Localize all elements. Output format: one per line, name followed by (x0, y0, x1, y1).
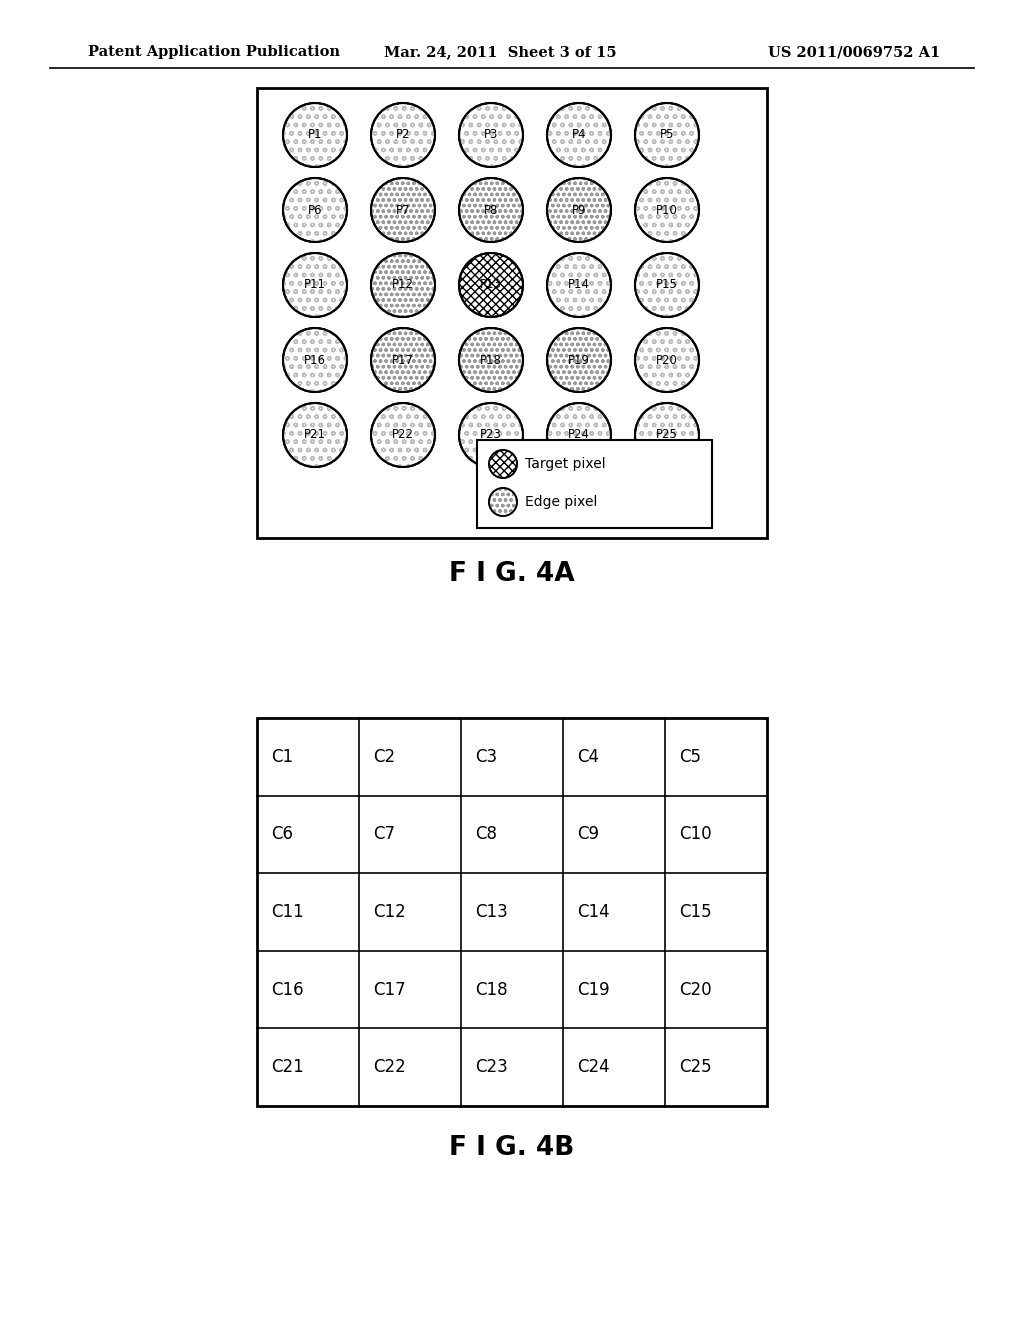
Text: C17: C17 (373, 981, 406, 999)
Circle shape (459, 178, 523, 242)
Circle shape (489, 450, 517, 478)
Text: P22: P22 (392, 429, 414, 441)
Circle shape (371, 103, 435, 168)
Text: C10: C10 (679, 825, 712, 843)
Circle shape (371, 178, 435, 242)
Text: C12: C12 (373, 903, 406, 921)
Text: C14: C14 (577, 903, 609, 921)
Text: P4: P4 (571, 128, 587, 141)
Text: C3: C3 (475, 748, 497, 766)
Text: C6: C6 (271, 825, 293, 843)
Circle shape (459, 327, 523, 392)
Text: P2: P2 (395, 128, 411, 141)
Circle shape (371, 327, 435, 392)
Text: P24: P24 (568, 429, 590, 441)
Text: C4: C4 (577, 748, 599, 766)
Circle shape (283, 253, 347, 317)
Circle shape (283, 403, 347, 467)
Text: P18: P18 (480, 354, 502, 367)
Text: P3: P3 (483, 128, 499, 141)
Text: C15: C15 (679, 903, 712, 921)
Text: C2: C2 (373, 748, 395, 766)
Bar (257, 718, 767, 1106)
Text: C19: C19 (577, 981, 609, 999)
Circle shape (371, 403, 435, 467)
Text: C7: C7 (373, 825, 395, 843)
Text: P14: P14 (568, 279, 590, 292)
Text: C25: C25 (679, 1059, 712, 1076)
Circle shape (459, 253, 523, 317)
Circle shape (283, 178, 347, 242)
Text: P1: P1 (308, 128, 323, 141)
Text: P17: P17 (392, 354, 414, 367)
Circle shape (635, 178, 699, 242)
Circle shape (371, 253, 435, 317)
Text: P12: P12 (392, 279, 414, 292)
Circle shape (283, 103, 347, 168)
Text: Patent Application Publication: Patent Application Publication (88, 45, 340, 59)
Bar (257, 88, 767, 539)
Circle shape (489, 488, 517, 516)
Text: F I G. 4A: F I G. 4A (450, 561, 574, 587)
Text: P20: P20 (656, 354, 678, 367)
Circle shape (459, 103, 523, 168)
Text: C24: C24 (577, 1059, 609, 1076)
Text: C1: C1 (271, 748, 293, 766)
Circle shape (547, 103, 611, 168)
Text: C22: C22 (373, 1059, 406, 1076)
Circle shape (547, 178, 611, 242)
Text: C16: C16 (271, 981, 304, 999)
Text: US 2011/0069752 A1: US 2011/0069752 A1 (768, 45, 940, 59)
Text: P19: P19 (568, 354, 590, 367)
Circle shape (283, 327, 347, 392)
Text: C5: C5 (679, 748, 701, 766)
Text: P16: P16 (304, 354, 326, 367)
Circle shape (459, 403, 523, 467)
Text: P7: P7 (395, 203, 411, 216)
Text: P23: P23 (480, 429, 502, 441)
Text: C13: C13 (475, 903, 508, 921)
Text: C21: C21 (271, 1059, 304, 1076)
Circle shape (635, 253, 699, 317)
Text: C18: C18 (475, 981, 508, 999)
Circle shape (635, 103, 699, 168)
Text: P5: P5 (659, 128, 674, 141)
Text: C8: C8 (475, 825, 497, 843)
Text: F I G. 4B: F I G. 4B (450, 1135, 574, 1162)
Text: C20: C20 (679, 981, 712, 999)
Text: P11: P11 (304, 279, 326, 292)
Text: P6: P6 (308, 203, 323, 216)
Text: P21: P21 (304, 429, 326, 441)
Text: C9: C9 (577, 825, 599, 843)
Circle shape (635, 403, 699, 467)
Text: P25: P25 (656, 429, 678, 441)
Circle shape (547, 403, 611, 467)
Text: P10: P10 (656, 203, 678, 216)
Text: P13: P13 (480, 279, 502, 292)
Circle shape (547, 327, 611, 392)
Text: Mar. 24, 2011  Sheet 3 of 15: Mar. 24, 2011 Sheet 3 of 15 (384, 45, 616, 59)
Text: Target pixel: Target pixel (525, 457, 605, 471)
Text: C23: C23 (475, 1059, 508, 1076)
Text: P15: P15 (656, 279, 678, 292)
Circle shape (547, 253, 611, 317)
Text: C11: C11 (271, 903, 304, 921)
Text: P9: P9 (571, 203, 587, 216)
Text: P8: P8 (483, 203, 499, 216)
Text: Edge pixel: Edge pixel (525, 495, 597, 510)
Bar (477, 440, 712, 528)
Circle shape (635, 327, 699, 392)
